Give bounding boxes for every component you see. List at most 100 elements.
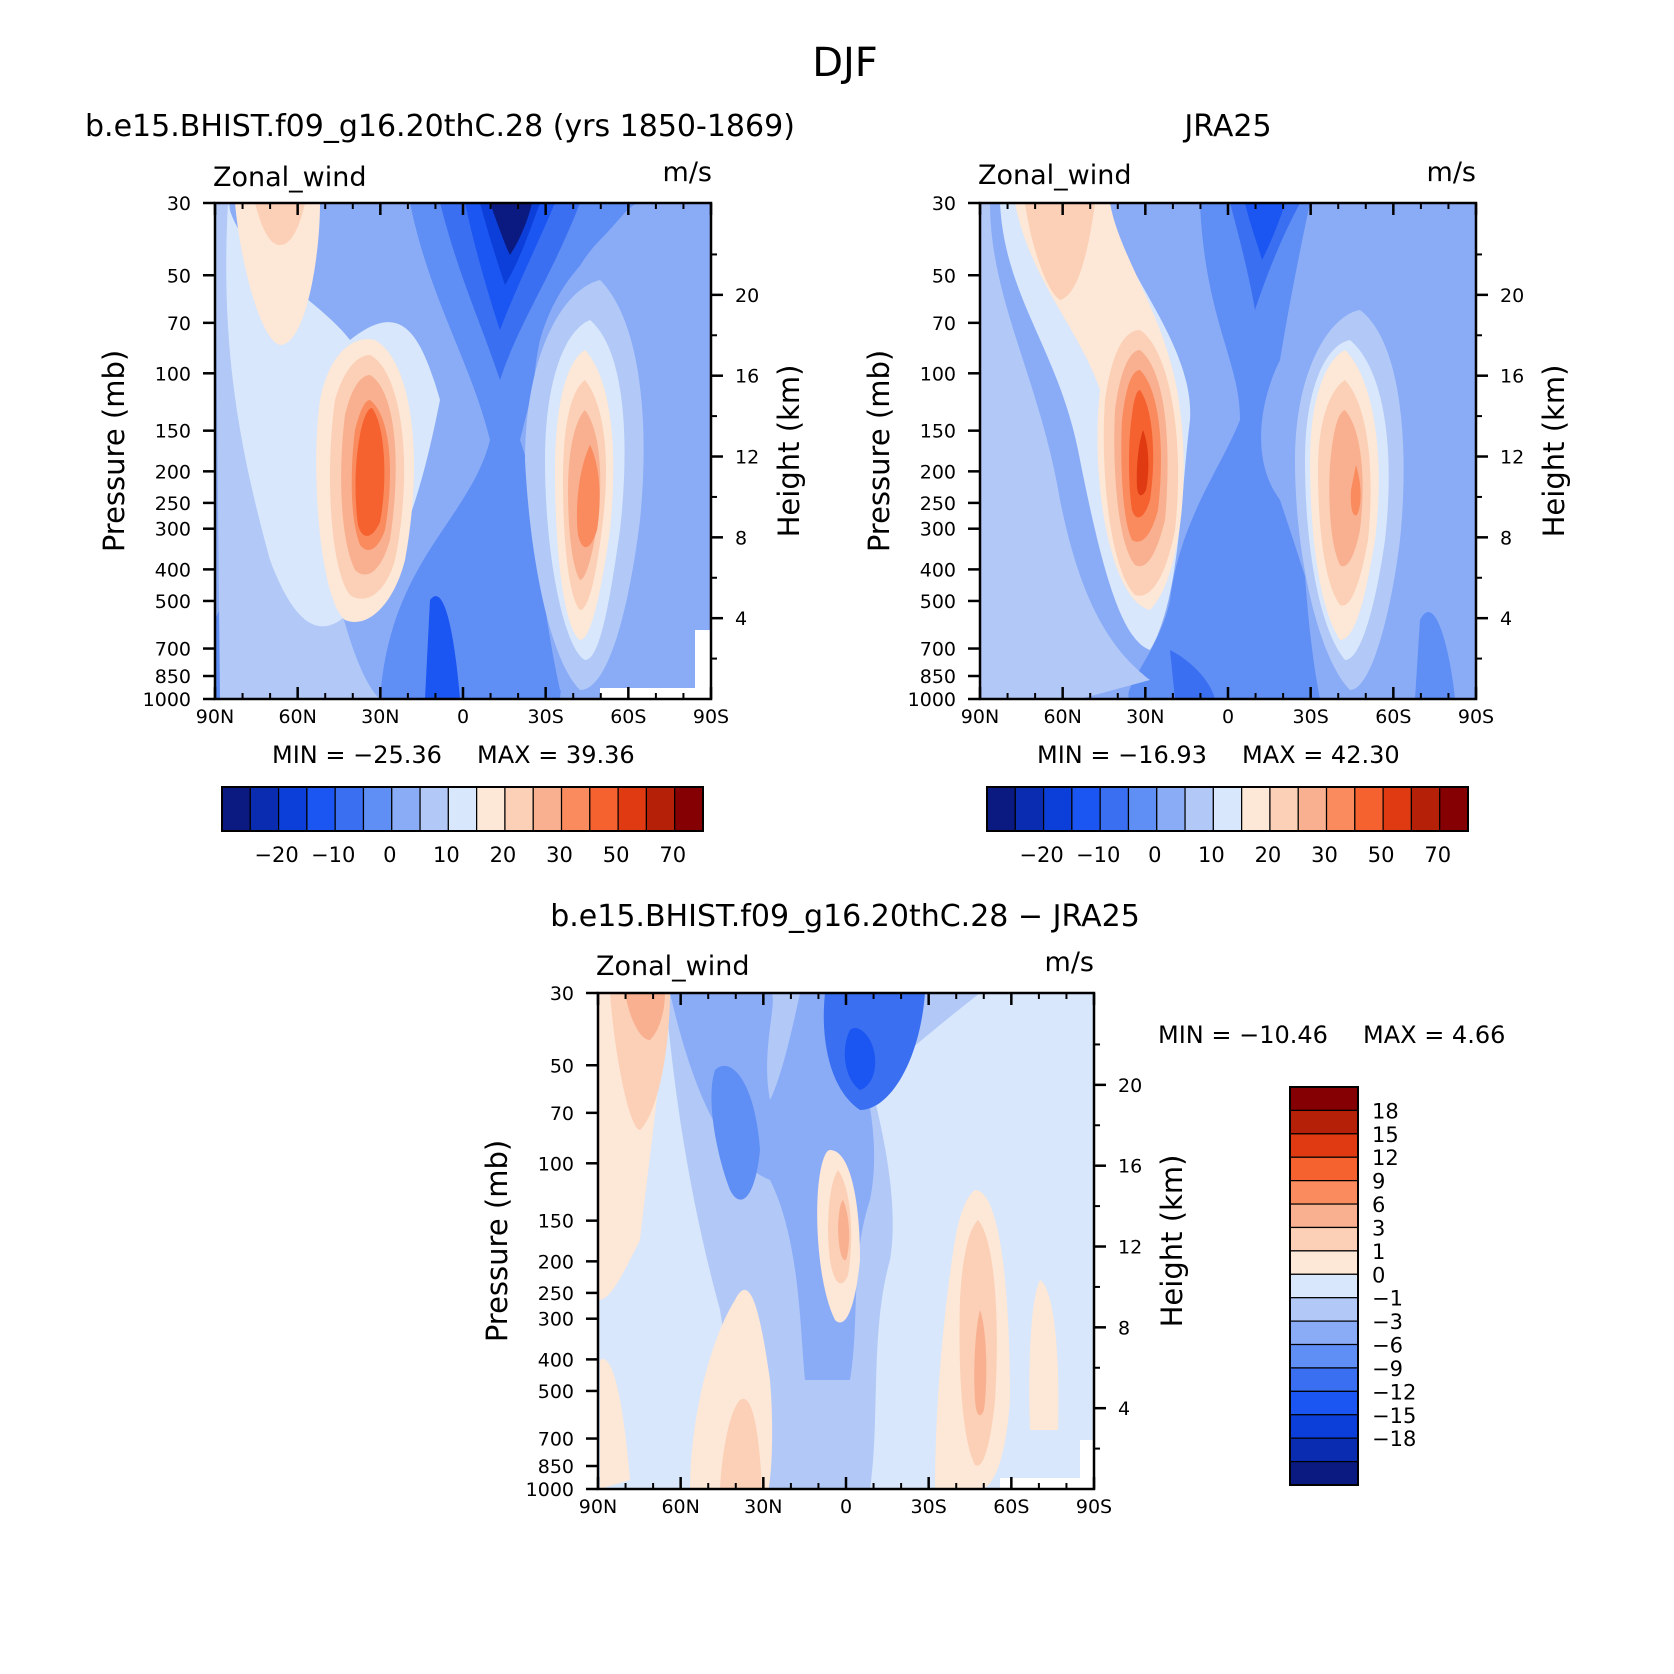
colorbar-swatch bbox=[1325, 786, 1356, 832]
colorbar-swatch bbox=[1042, 786, 1073, 832]
panel-obs-ylabel-right: Height (km) bbox=[1537, 365, 1571, 538]
colorbar-swatch bbox=[306, 786, 336, 832]
y-tick-label: 1000 bbox=[526, 1479, 574, 1501]
contour-strat-b bbox=[1025, 203, 1095, 300]
panel-model-h-ticks: 20 16 12 8 4 bbox=[711, 253, 759, 660]
panel-model-variable: Zonal_wind bbox=[213, 162, 367, 193]
panel-diff-contours bbox=[598, 993, 1094, 1489]
y-tick-label: 500 bbox=[538, 1381, 574, 1403]
y-tick-label: 700 bbox=[155, 639, 191, 661]
x-tick-label: 60N bbox=[278, 706, 316, 728]
panel-model-units: m/s bbox=[663, 157, 712, 188]
panel-model-title: b.e15.BHIST.f09_g16.20thC.28 (yrs 1850-1… bbox=[85, 109, 795, 144]
colorbar-label: 0 bbox=[1372, 1263, 1385, 1287]
contour-pos-e bbox=[600, 1359, 630, 1489]
colorbar-swatch bbox=[617, 786, 648, 832]
panel-diff-units: m/s bbox=[1045, 947, 1094, 978]
y-tick-label: 700 bbox=[538, 1429, 574, 1451]
colorbar-swatch bbox=[1289, 1109, 1359, 1135]
height-tick-label: 12 bbox=[1118, 1237, 1142, 1259]
y-tick-label: 70 bbox=[932, 313, 956, 335]
colorbar-label: 30 bbox=[546, 843, 573, 867]
colorbar-frame bbox=[1289, 1086, 1359, 1486]
colorbar-swatch bbox=[1099, 786, 1130, 832]
panel-obs-variable: Zonal_wind bbox=[978, 160, 1132, 191]
colorbar-swatch bbox=[1014, 786, 1045, 832]
topography-mask bbox=[695, 630, 711, 699]
panel-model-colorbar: −20 −10 0 10 20 30 50 70 bbox=[221, 786, 704, 867]
contour-jet-b5 bbox=[1136, 430, 1149, 496]
x-tick-label: 0 bbox=[1222, 706, 1234, 728]
colorbar-frame bbox=[986, 786, 1469, 832]
colorbar-swatch bbox=[1156, 786, 1186, 832]
colorbar-label: 6 bbox=[1372, 1193, 1385, 1217]
colorbar-swatch bbox=[1289, 1226, 1359, 1252]
y-tick-label: 850 bbox=[538, 1456, 574, 1478]
height-tick-label: 20 bbox=[1500, 285, 1524, 307]
height-tick-label: 16 bbox=[1500, 366, 1524, 388]
x-tick-label: 90S bbox=[1458, 706, 1494, 728]
x-tick-label: 60S bbox=[610, 706, 646, 728]
height-tick-label: 20 bbox=[1118, 1075, 1142, 1097]
colorbar-swatch bbox=[1289, 1367, 1359, 1392]
panel-obs-x-ticks: 90N 60N 30N 0 30S 60S 90S bbox=[961, 203, 1494, 728]
panel-obs: JRA25 Zonal_wind m/s Pressure (mb) Heigh… bbox=[862, 109, 1571, 867]
x-tick-label: 90N bbox=[961, 706, 999, 728]
colorbar-label: −12 bbox=[1372, 1380, 1416, 1404]
colorbar-label: 10 bbox=[1198, 843, 1225, 867]
colorbar-label: −10 bbox=[1076, 843, 1120, 867]
colorbar-frame bbox=[221, 786, 704, 832]
y-tick-label: 400 bbox=[920, 559, 956, 581]
colorbar-swatch bbox=[419, 786, 449, 832]
y-tick-label: 100 bbox=[920, 363, 956, 385]
contour-sh-b5 bbox=[1329, 410, 1363, 567]
height-tick-label: 8 bbox=[735, 527, 747, 549]
colorbar-label: −1 bbox=[1372, 1287, 1403, 1311]
panel-model-contours bbox=[215, 203, 711, 699]
colorbar-swatch bbox=[1289, 1390, 1359, 1416]
y-tick-label: 150 bbox=[538, 1211, 574, 1233]
panel-obs-title: JRA25 bbox=[1182, 109, 1271, 144]
panel-obs-colorbar: −20 −10 0 10 20 30 50 70 bbox=[986, 786, 1469, 867]
height-tick-label: 4 bbox=[1118, 1398, 1130, 1420]
panel-obs-max: MAX = 42.30 bbox=[1242, 741, 1400, 769]
colorbar-swatch bbox=[1212, 786, 1243, 832]
colorbar-swatch bbox=[476, 786, 506, 832]
panel-model-x-ticks: 90N 60N 30N 0 30S 60S 90S bbox=[196, 203, 729, 728]
panel-obs-units: m/s bbox=[1427, 157, 1476, 188]
panel-obs-min: MIN = −16.93 bbox=[1037, 741, 1207, 769]
y-tick-label: 30 bbox=[932, 193, 956, 215]
x-tick-label: 30S bbox=[1293, 706, 1329, 728]
x-tick-label: 30S bbox=[528, 706, 564, 728]
colorbar-swatch bbox=[362, 786, 393, 832]
height-tick-label: 8 bbox=[1500, 527, 1512, 549]
y-tick-label: 70 bbox=[167, 313, 191, 335]
colorbar-label: −6 bbox=[1372, 1334, 1403, 1358]
y-tick-label: 70 bbox=[550, 1103, 574, 1125]
y-tick-label: 200 bbox=[538, 1251, 574, 1273]
height-tick-label: 12 bbox=[735, 447, 759, 469]
y-tick-label: 200 bbox=[920, 461, 956, 483]
colorbar-swatch bbox=[1289, 1460, 1359, 1486]
colorbar-swatch bbox=[1289, 1273, 1359, 1299]
colorbar-label: 1 bbox=[1372, 1240, 1385, 1264]
colorbar-label: 10 bbox=[433, 843, 460, 867]
x-tick-label: 60S bbox=[1375, 706, 1411, 728]
colorbar-swatch bbox=[1289, 1414, 1359, 1439]
x-tick-label: 30S bbox=[911, 1496, 947, 1518]
colorbar-label: −3 bbox=[1372, 1310, 1403, 1334]
colorbar-swatch bbox=[334, 786, 365, 832]
contour-pos-b0 bbox=[980, 203, 1150, 699]
colorbar-swatch bbox=[1289, 1343, 1359, 1369]
y-tick-label: 1000 bbox=[908, 689, 956, 711]
colorbar-swatch bbox=[1241, 786, 1271, 832]
colorbar-swatch bbox=[1289, 1180, 1359, 1205]
contour-pos-g3 bbox=[974, 1310, 987, 1416]
contour-ws-lower bbox=[425, 596, 460, 699]
y-tick-label: 850 bbox=[920, 666, 956, 688]
contour-ws-lower bbox=[1415, 611, 1455, 699]
panel-obs-contours bbox=[980, 203, 1476, 699]
colorbar-swatch bbox=[391, 786, 421, 832]
